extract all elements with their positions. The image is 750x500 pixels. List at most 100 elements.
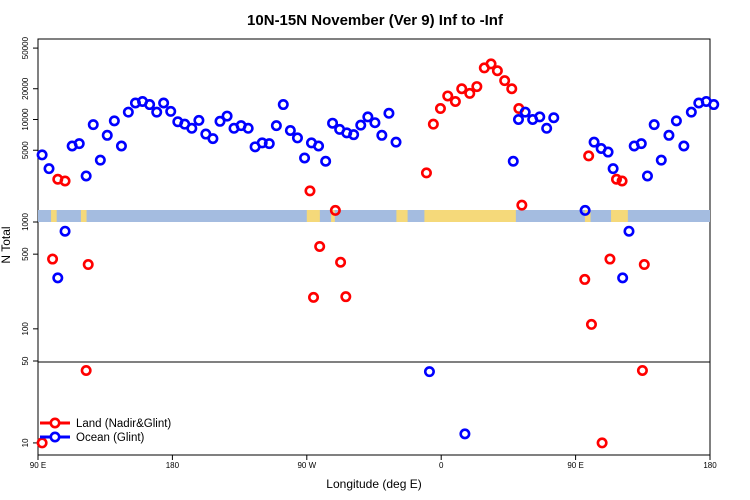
land-point-32 [610, 173, 622, 185]
land-point-8 [314, 240, 326, 252]
y-tick-label-upper-1: 10000 [21, 108, 30, 131]
ocean-point-47 [369, 117, 381, 129]
land-point-34 [636, 364, 648, 376]
ocean-point-25 [214, 115, 226, 127]
ocean-point-58 [541, 122, 553, 134]
ocean-point-64 [607, 163, 619, 175]
y-tick-label-middle-1: 500 [21, 247, 30, 261]
y-tick-label-upper-2: 20000 [21, 77, 30, 100]
ocean-point-18 [165, 105, 177, 117]
ocean-point-10 [108, 115, 120, 127]
plot-frame [37, 38, 711, 456]
ocean-point-65 [617, 272, 629, 284]
ocean-point-34 [277, 99, 289, 111]
ocean-point-45 [355, 119, 367, 131]
y-axis: 5000 10000 20000 50000 100 500 1000 10 50 [21, 36, 38, 447]
x-tick-label-4: 90 E [567, 461, 583, 470]
map-strip-land-5 [424, 210, 516, 222]
plot-border [37, 38, 711, 456]
y-tick-label-middle-0: 100 [21, 322, 30, 336]
land-point-18 [464, 87, 476, 99]
map-strip-land-4 [396, 210, 408, 222]
ocean-point-73 [670, 115, 682, 127]
ocean-point-6 [80, 170, 92, 182]
ocean-point-3 [59, 225, 71, 237]
map-strip-land-2 [306, 210, 320, 222]
ocean-point-53 [507, 155, 519, 167]
ocean-point-55 [519, 106, 531, 118]
ocean-point-16 [151, 106, 163, 118]
ocean-point-51 [423, 366, 435, 378]
y-tick-label-upper-0: 5000 [21, 141, 30, 159]
x-tick-label-0: 90 E [30, 461, 46, 470]
land-point-30 [596, 437, 608, 449]
land-point-7 [308, 291, 320, 303]
x-tick-label-3: 0 [439, 461, 444, 470]
land-point-17 [456, 83, 468, 95]
ocean-point-9 [101, 129, 113, 141]
ocean-point-39 [313, 140, 325, 152]
land-point-16 [449, 96, 461, 108]
y-axis-label: N Total [0, 226, 13, 263]
ocean-point-33 [270, 120, 282, 132]
legend: Land (Nadir&Glint) Ocean (Glint) [40, 417, 171, 444]
land-point-13 [427, 118, 439, 130]
land-point-4 [80, 364, 92, 376]
ocean-point-32 [263, 138, 275, 150]
ocean-point-63 [602, 146, 614, 158]
legend-label-land: Land (Nadir&Glint) [76, 418, 171, 430]
ocean-point-0 [36, 149, 48, 161]
ocean-point-44 [348, 129, 360, 141]
ocean-point-40 [320, 155, 332, 167]
y-tick-label-lower-0: 10 [21, 438, 30, 447]
ocean-point-57 [534, 111, 546, 123]
land-point-24 [506, 83, 518, 95]
land-point-12 [420, 167, 432, 179]
ocean-point-17 [158, 97, 170, 109]
land-point-31 [604, 253, 616, 265]
land-point-28 [583, 150, 595, 162]
legend-item-land: Land (Nadir&Glint) [40, 417, 171, 430]
x-axis: 90 E 180 90 W 0 90 E 180 [30, 455, 717, 470]
land-point-5 [82, 259, 94, 271]
ocean-point-59 [548, 112, 560, 124]
land-point-19 [471, 81, 483, 93]
ocean-point-41 [327, 117, 339, 129]
ocean-point-52 [459, 428, 471, 440]
ocean-point-36 [291, 132, 303, 144]
x-tick-label-2: 90 W [297, 461, 316, 470]
ocean-point-21 [186, 122, 198, 134]
ocean-point-7 [87, 119, 99, 131]
ocean-point-12 [122, 106, 134, 118]
chart-title: 10N-15N November (Ver 9) Inf to -Inf [247, 12, 504, 29]
land-point-26 [516, 199, 528, 211]
ocean-point-74 [678, 140, 690, 152]
legend-marker-ocean [49, 431, 61, 443]
y-tick-label-middle-2: 1000 [21, 213, 30, 231]
land-point-9 [329, 204, 341, 216]
ocean-point-22 [193, 114, 205, 126]
land-point-21 [485, 58, 497, 70]
map-strip-land-1 [80, 210, 87, 222]
land-point-33 [616, 175, 628, 187]
y-tick-label-upper-3: 50000 [21, 36, 30, 59]
x-axis-label: Longitude (deg E) [326, 477, 421, 491]
ocean-point-72 [663, 129, 675, 141]
ocean-point-26 [221, 110, 233, 122]
ocean-point-37 [299, 152, 311, 164]
ocean-point-5 [73, 138, 85, 150]
x-tick-label-5: 180 [703, 461, 717, 470]
ocean-point-54 [512, 113, 524, 125]
ocean-point-49 [383, 107, 395, 119]
ocean-point-2 [52, 272, 64, 284]
land-point-3 [59, 175, 71, 187]
map-strip [38, 210, 710, 222]
series-land [36, 58, 650, 449]
ocean-point-78 [708, 99, 720, 111]
ocean-point-71 [655, 154, 667, 166]
ocean-point-11 [115, 140, 127, 152]
map-strip-land-0 [51, 210, 57, 222]
land-point-6 [304, 185, 316, 197]
data-points [36, 58, 720, 449]
